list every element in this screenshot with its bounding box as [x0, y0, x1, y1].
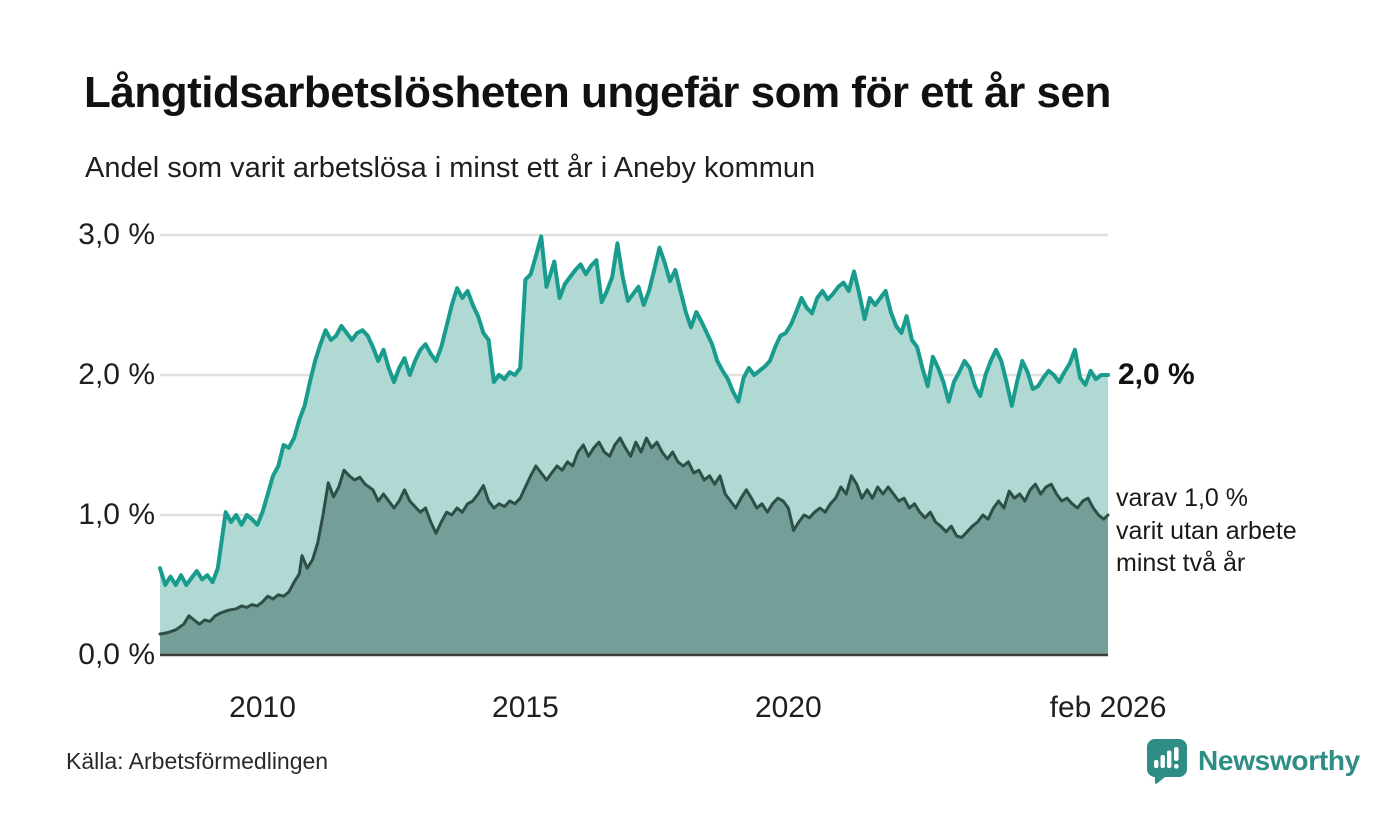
x-tick-label: 2015	[492, 691, 559, 724]
area-chart-plot	[158, 233, 1110, 657]
series-line-one-year	[158, 234, 1110, 587]
inner-series-annotation: varav 1,0 % varit utan arbete minst två …	[1116, 484, 1297, 577]
bar-chart-speech-bubble-icon	[1147, 739, 1187, 784]
area-fill-two-years	[160, 438, 1108, 655]
x-tick-label: 2010	[229, 691, 296, 724]
x-tick-label: 2020	[754, 691, 822, 724]
y-tick-label: 2,0 %	[78, 358, 155, 391]
series-line-two-years	[158, 436, 1110, 636]
brand-logo: Newsworthy	[1146, 738, 1360, 784]
brand-name: Newsworthy	[1198, 745, 1360, 776]
source-caption: Källa: Arbetsförmedlingen	[66, 748, 329, 774]
chart-subtitle: Andel som varit arbetslösa i minst ett å…	[85, 152, 816, 184]
y-tick-label: 0,0 %	[78, 638, 155, 671]
y-tick-label: 1,0 %	[78, 498, 155, 531]
x-tick-label: feb 2026	[1049, 691, 1167, 724]
chart-title: Långtidsarbetslösheten ungefär som för e…	[84, 68, 1111, 117]
series-end-value-label: 2,0 %	[1118, 358, 1195, 391]
y-tick-label: 3,0 %	[78, 218, 155, 251]
